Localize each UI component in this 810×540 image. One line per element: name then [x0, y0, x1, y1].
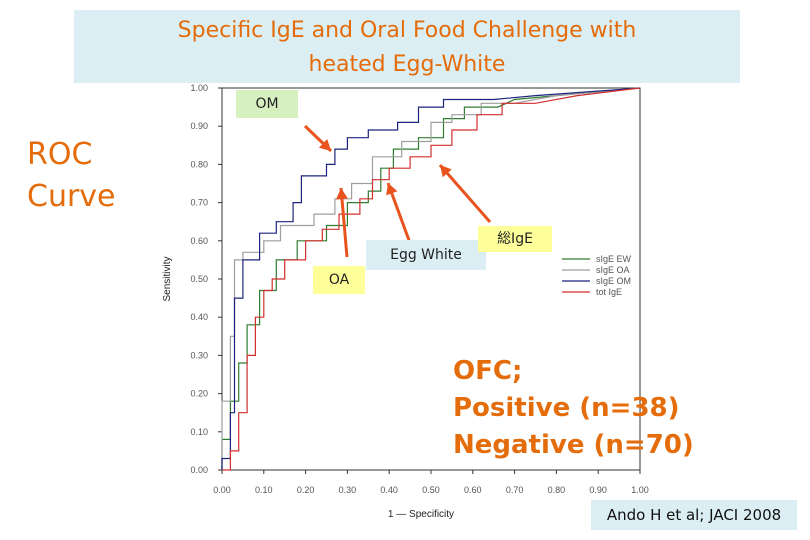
slide-title-line-1: Specific IgE and Oral Food Challenge wit…	[177, 18, 637, 43]
callout-arrowhead	[335, 188, 348, 200]
y-tick-label: 0.80	[190, 159, 208, 169]
legend-entry: sIgE OA	[596, 265, 630, 275]
x-tick-label: 0.00	[213, 485, 231, 495]
y-tick-label: 0.50	[190, 274, 208, 284]
callout-total-ige: 総IgE	[478, 226, 552, 252]
legend-entry: sIgE EW	[596, 254, 632, 264]
ofc-heading: OFC;	[453, 356, 523, 386]
legend-entry: tot IgE	[596, 287, 622, 297]
title-banner: Specific IgE and Oral Food Challenge wit…	[74, 10, 740, 83]
y-tick-label: 1.00	[190, 83, 208, 93]
ofc-positive: Positive (n=38)	[453, 393, 680, 423]
y-tick-label: 0.90	[190, 121, 208, 131]
y-tick-label: 0.60	[190, 236, 208, 246]
x-tick-label: 0.20	[297, 485, 315, 495]
x-tick-label: 0.10	[255, 485, 273, 495]
x-tick-label: 1.00	[631, 485, 649, 495]
x-tick-label: 0.50	[422, 485, 440, 495]
citation: Ando H et al; JACI 2008	[591, 500, 797, 530]
y-tick-label: 0.40	[190, 312, 208, 322]
y-tick-label: 0.30	[190, 350, 208, 360]
roc-label: ROC	[27, 137, 93, 172]
callout-arrows	[303, 124, 492, 258]
curve-label: Curve	[27, 179, 116, 214]
callout-egg-white: Egg White	[366, 240, 486, 270]
callout-arrow	[438, 164, 492, 223]
callout-oa: OA	[313, 266, 365, 294]
callout-arrowhead	[318, 139, 331, 151]
legend-entry: sIgE OM	[596, 276, 631, 286]
x-axis-label: 1 — Specificity	[388, 509, 454, 520]
callout-arrowhead	[440, 165, 452, 178]
ofc-negative: Negative (n=70)	[453, 430, 694, 460]
callout-arrow	[339, 187, 349, 258]
roc-plot-area: 0.00 0.10 0.20 0.30 0.40 0.50 0.60 0.70 0.80 0.90…	[162, 83, 649, 520]
x-tick-label: 0.70	[506, 485, 524, 495]
y-tick-label: 0.00	[190, 465, 208, 475]
x-tick-label: 0.40	[380, 485, 398, 495]
y-tick-label: 0.10	[190, 427, 208, 437]
y-tick-label: 0.20	[190, 389, 208, 399]
slide-title-line-2: heated Egg-White	[308, 52, 506, 77]
x-tick-label: 0.60	[464, 485, 482, 495]
callout-om: OM	[236, 90, 298, 118]
roc-series-line	[222, 87, 641, 471]
y-tick-label: 0.70	[190, 198, 208, 208]
x-tick-label: 0.90	[589, 485, 607, 495]
y-axis-label: Sensitivity	[162, 256, 173, 301]
legend-box	[558, 252, 636, 304]
x-tick-label: 0.30	[339, 485, 357, 495]
roc-series-line	[221, 87, 641, 470]
x-tick-label: 0.80	[548, 485, 566, 495]
callout-arrowhead	[386, 183, 398, 196]
roc-series-line	[221, 87, 641, 470]
